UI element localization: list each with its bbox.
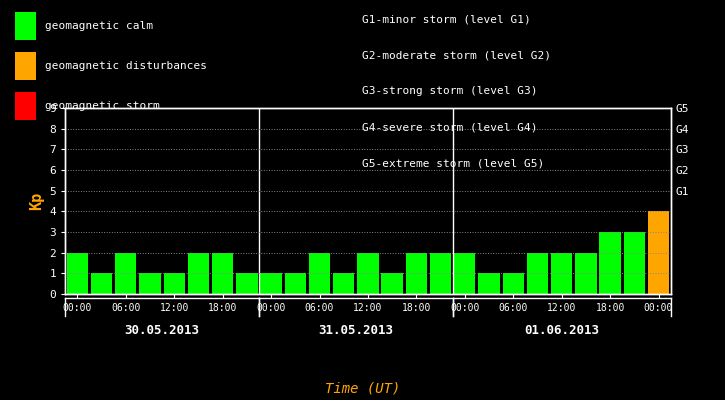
Y-axis label: Kp: Kp — [29, 192, 44, 210]
Bar — [212, 253, 233, 294]
Bar — [285, 273, 306, 294]
Bar — [260, 273, 282, 294]
Text: Time (UT): Time (UT) — [325, 382, 400, 396]
Bar — [333, 273, 355, 294]
Text: G5-extreme storm (level G5): G5-extreme storm (level G5) — [362, 158, 544, 168]
Bar — [502, 273, 524, 294]
Bar — [236, 273, 257, 294]
Text: geomagnetic storm: geomagnetic storm — [45, 101, 160, 111]
Bar — [115, 253, 136, 294]
Text: 01.06.2013: 01.06.2013 — [524, 324, 599, 336]
Text: G1-minor storm (level G1): G1-minor storm (level G1) — [362, 14, 531, 24]
Bar — [406, 253, 427, 294]
Bar — [430, 253, 451, 294]
Bar — [527, 253, 548, 294]
Bar — [600, 232, 621, 294]
Bar — [551, 253, 572, 294]
Text: G4-severe storm (level G4): G4-severe storm (level G4) — [362, 122, 538, 132]
Bar — [188, 253, 209, 294]
Text: G2-moderate storm (level G2): G2-moderate storm (level G2) — [362, 50, 552, 60]
Bar — [357, 253, 378, 294]
Text: geomagnetic calm: geomagnetic calm — [45, 21, 153, 31]
Bar — [575, 253, 597, 294]
Bar — [67, 253, 88, 294]
Text: G3-strong storm (level G3): G3-strong storm (level G3) — [362, 86, 538, 96]
Bar — [648, 211, 669, 294]
Bar — [139, 273, 161, 294]
Text: 30.05.2013: 30.05.2013 — [125, 324, 199, 336]
Bar — [381, 273, 403, 294]
Text: 31.05.2013: 31.05.2013 — [318, 324, 394, 336]
Bar — [164, 273, 185, 294]
Bar — [454, 253, 476, 294]
Bar — [91, 273, 112, 294]
Bar — [478, 273, 500, 294]
Text: geomagnetic disturbances: geomagnetic disturbances — [45, 61, 207, 71]
Bar — [624, 232, 645, 294]
Bar — [309, 253, 330, 294]
